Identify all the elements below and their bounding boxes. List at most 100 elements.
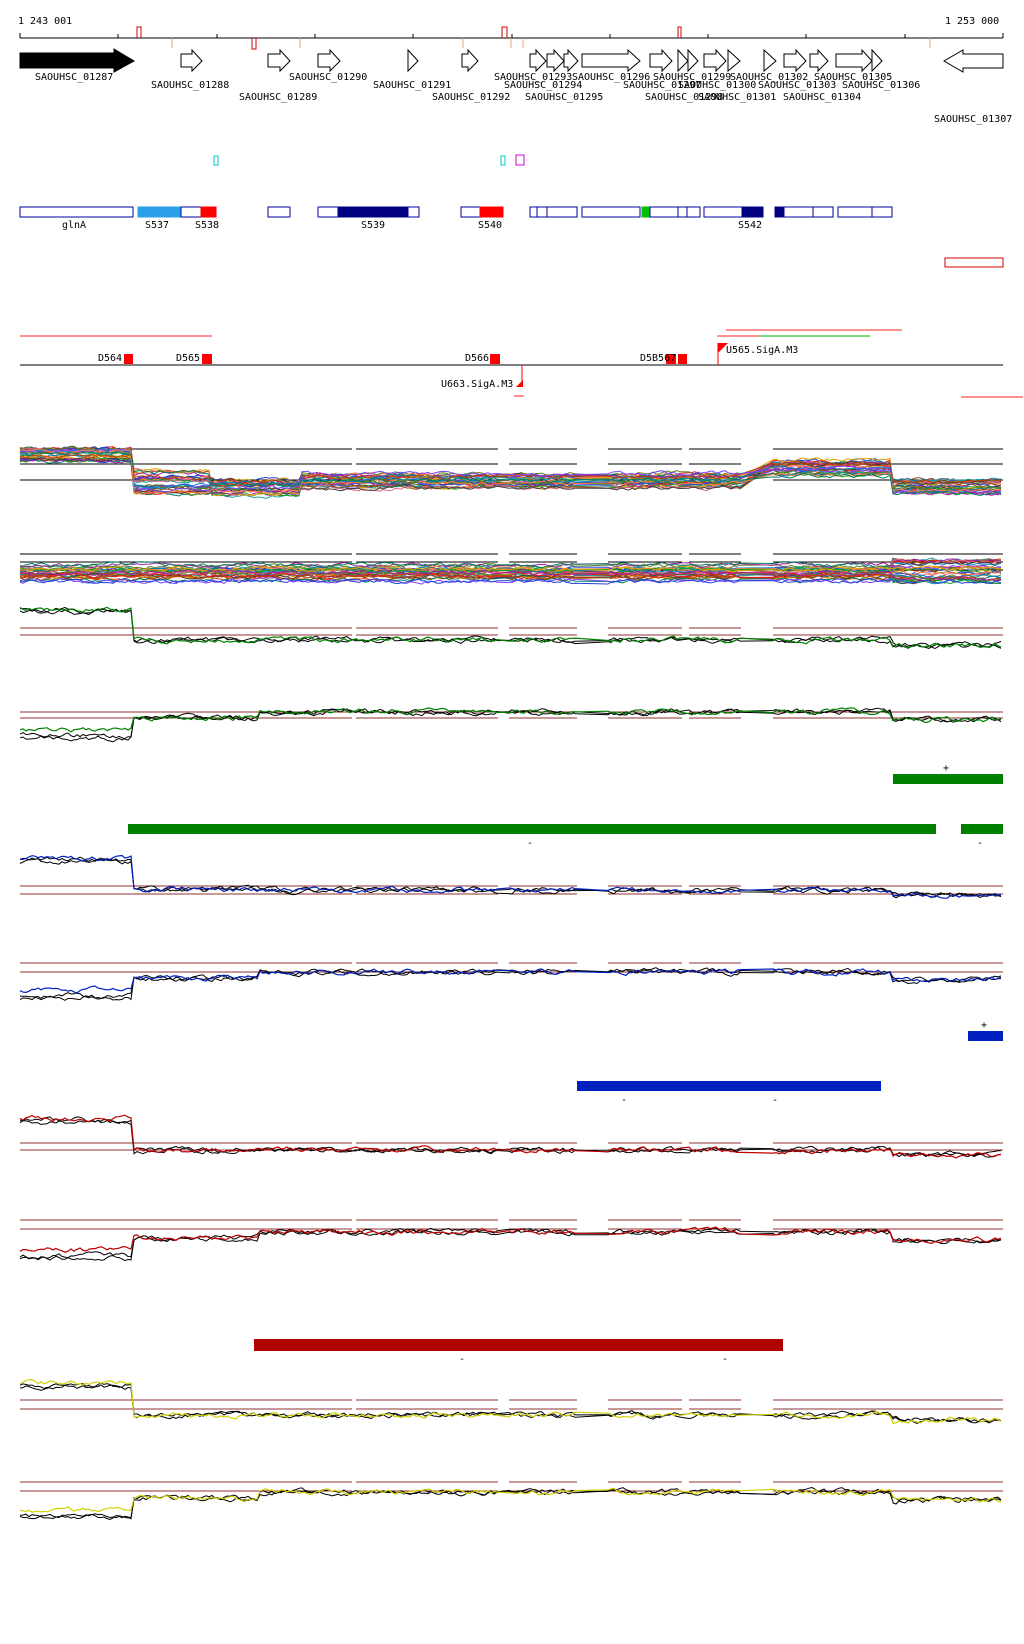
gene-label[interactable]: SAOUHSC_01307	[934, 114, 1012, 125]
expression-trace	[19, 856, 1002, 898]
feature-label[interactable]: D565	[176, 353, 200, 364]
condition-tracks: + - - + - - - -	[128, 763, 1003, 1365]
gene-arrow[interactable]	[809, 48, 829, 73]
condition-bar[interactable]	[961, 824, 1003, 834]
feature-label[interactable]: D566	[465, 353, 489, 364]
gene-arrow[interactable]	[407, 48, 419, 73]
gene-label[interactable]: SAOUHSC_01299	[653, 72, 731, 83]
segment-block[interactable]	[641, 206, 651, 218]
gene-label[interactable]: SAOUHSC_01297	[623, 80, 701, 91]
segment-block[interactable]	[267, 206, 291, 218]
segment-label: S537	[145, 220, 169, 231]
gene-label[interactable]: SAOUHSC_01291	[373, 80, 451, 91]
gene-arrow[interactable]	[461, 48, 479, 73]
expression-trace	[19, 447, 1002, 495]
feature-mark[interactable]	[678, 354, 687, 364]
gene-arrow[interactable]	[687, 48, 699, 73]
gene-label[interactable]: SAOUHSC_01294	[504, 80, 582, 91]
gene-arrow[interactable]	[529, 48, 547, 73]
gene-label[interactable]: SAOUHSC_01288	[151, 80, 229, 91]
segment-label: glnA	[62, 220, 86, 231]
gene-label[interactable]: SAOUHSC_01295	[525, 92, 603, 103]
segment-block[interactable]	[837, 206, 873, 218]
condition-sign: -	[977, 838, 983, 849]
feature-mark[interactable]	[490, 354, 500, 364]
gene-label[interactable]: SAOUHSC_01290	[289, 72, 367, 83]
segment-block[interactable]	[200, 206, 217, 218]
segment-block[interactable]	[581, 206, 641, 218]
gene-label[interactable]: SAOUHSC_01298	[645, 92, 723, 103]
gene-arrow[interactable]	[677, 48, 689, 73]
gene-arrow[interactable]	[317, 48, 341, 73]
segment-block[interactable]	[686, 206, 701, 218]
feature-mark[interactable]	[124, 354, 133, 364]
segment-block[interactable]	[812, 206, 834, 218]
expression-trace	[19, 561, 1002, 573]
feature-label[interactable]: U565.SigA.M3	[726, 345, 798, 356]
segment-block[interactable]	[460, 206, 481, 218]
segment-block[interactable]	[546, 206, 578, 218]
gene-label[interactable]: SAOUHSC_01292	[432, 92, 510, 103]
segment-block[interactable]	[137, 206, 182, 218]
gene-label[interactable]: SAOUHSC_01293	[494, 72, 572, 83]
feature-mark[interactable]	[718, 343, 728, 353]
gene-label[interactable]: SAOUHSC_01305	[814, 72, 892, 83]
gene-label[interactable]: SAOUHSC_01300	[678, 80, 756, 91]
gene-arrow[interactable]	[546, 48, 565, 73]
feature-mark[interactable]	[202, 354, 212, 364]
condition-bar[interactable]	[893, 774, 1003, 784]
segment-block[interactable]	[337, 206, 409, 218]
condition-sign: -	[527, 838, 533, 849]
condition-bar[interactable]	[254, 1339, 783, 1351]
gene-arrow[interactable]	[835, 48, 873, 73]
gene-arrow[interactable]	[763, 48, 777, 73]
segment-block[interactable]	[529, 206, 538, 218]
segment-block[interactable]	[317, 206, 339, 218]
gene-label[interactable]: SAOUHSC_01289	[239, 92, 317, 103]
gene-label[interactable]: SAOUHSC_01306	[842, 80, 920, 91]
gene-arrow[interactable]	[267, 48, 291, 73]
condition-bar[interactable]	[128, 824, 936, 834]
segment-block[interactable]	[871, 206, 893, 218]
gene-label[interactable]: SAOUHSC_01302	[730, 72, 808, 83]
gene-arrow[interactable]	[563, 48, 579, 73]
segment-block[interactable]	[19, 206, 134, 218]
feature-label[interactable]: D5B567	[640, 353, 676, 364]
gene-arrow[interactable]	[871, 48, 883, 73]
gene-label[interactable]: SAOUHSC_01296	[572, 72, 650, 83]
expression-trace	[19, 1226, 1002, 1253]
segment-block[interactable]	[783, 206, 814, 218]
segment-block[interactable]	[677, 206, 688, 218]
segment-block[interactable]	[407, 206, 420, 218]
gene-arrow[interactable]	[943, 49, 1004, 73]
feature-label[interactable]: D564	[98, 353, 122, 364]
feature-label[interactable]: U663.SigA.M3	[441, 379, 513, 390]
gene-label[interactable]: SAOUHSC_01287	[35, 72, 113, 83]
gene-arrow[interactable]	[19, 48, 136, 73]
gene-label[interactable]: SAOUHSC_01303	[758, 80, 836, 91]
gene-label[interactable]: SAOUHSC_01301	[698, 92, 776, 103]
gene-arrow[interactable]	[180, 48, 203, 73]
expression-trace	[19, 968, 1002, 994]
coordinate-ruler: 1 243 001 1 253 000	[18, 16, 1004, 50]
condition-bar[interactable]	[968, 1031, 1003, 1041]
gene-arrow[interactable]	[783, 48, 807, 73]
segment-block[interactable]	[774, 206, 785, 218]
segment-block[interactable]	[479, 206, 504, 218]
expression-trace	[19, 448, 1002, 495]
feature-mark[interactable]	[666, 354, 676, 364]
segment-block[interactable]	[741, 206, 764, 218]
condition-bar[interactable]	[577, 1081, 881, 1091]
gene-arrow[interactable]	[649, 48, 673, 73]
gene-arrow[interactable]	[727, 48, 741, 73]
condition-sign: -	[621, 1095, 627, 1106]
segment-block[interactable]	[703, 206, 743, 218]
segment-block[interactable]	[536, 206, 548, 218]
segment-block[interactable]	[180, 206, 202, 218]
gene-arrow[interactable]	[703, 48, 727, 73]
segment-block[interactable]	[649, 206, 679, 218]
gene-arrow[interactable]	[581, 48, 641, 73]
gene-label[interactable]: SAOUHSC_01304	[783, 92, 861, 103]
